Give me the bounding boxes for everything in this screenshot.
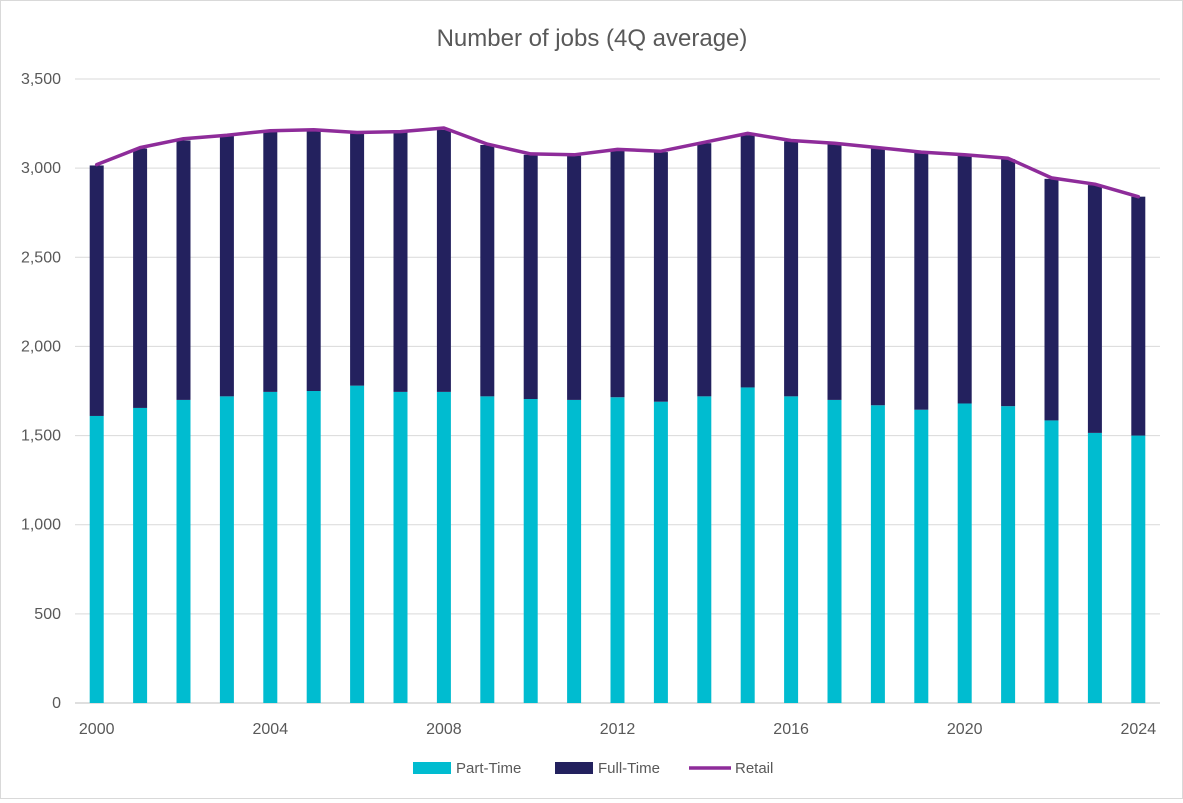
y-tick-label: 1,000 [21,517,61,534]
x-tick-label: 2016 [773,721,809,738]
bar-full-time-2002 [176,140,191,400]
legend: Part-Time Full-Time Retail [413,760,773,777]
legend-swatch [555,762,593,774]
y-tick-label: 2,500 [21,249,61,266]
y-tick-label: 1,500 [21,428,61,445]
bar-part-time-2014 [697,396,712,703]
bar-part-time-2008 [436,391,451,703]
legend-item-part-time: Part-Time [413,760,521,777]
legend-swatch [413,762,451,774]
bar-part-time-2020 [957,403,972,703]
y-tick-label: 3,500 [21,71,61,88]
chart-title: Number of jobs (4Q average) [437,25,748,52]
legend-label: Retail [735,760,773,777]
bar-full-time-2001 [133,148,148,408]
bar-full-time-2007 [393,132,408,392]
x-tick-label: 2004 [253,721,289,738]
bar-full-time-2008 [436,129,451,392]
bar-part-time-2015 [740,387,755,703]
legend-label: Part-Time [456,760,521,777]
bar-full-time-2012 [610,150,625,398]
y-axis-tick-labels: 0 500 1,000 1,500 2,000 2,500 3,000 3,500 [21,71,61,712]
bar-part-time-2019 [914,409,929,703]
bar-full-time-2010 [523,154,538,400]
bar-part-time-2017 [827,399,842,703]
bar-part-time-2001 [133,407,148,703]
x-tick-label: 2000 [79,721,115,738]
bar-full-time-2021 [1001,159,1016,407]
y-tick-label: 500 [34,606,61,623]
bar-full-time-2011 [567,155,582,400]
bar-part-time-2005 [306,391,321,703]
bar-full-time-2016 [784,141,799,397]
x-axis-tick-labels: 2000 2004 2008 2012 2016 2020 2024 [79,721,1156,738]
y-tick-label: 0 [52,695,61,712]
bar-part-time-2021 [1001,406,1016,703]
bar-full-time-2003 [219,136,234,397]
bar-full-time-2023 [1087,185,1102,433]
bars [89,129,1146,703]
bar-full-time-2000 [89,165,104,416]
bar-full-time-2014 [697,143,712,397]
x-tick-label: 2024 [1121,721,1157,738]
y-tick-label: 3,000 [21,160,61,177]
bar-full-time-2009 [480,144,495,397]
legend-label: Full-Time [598,760,660,777]
bar-full-time-2015 [740,135,755,388]
x-tick-label: 2012 [600,721,636,738]
bar-full-time-2024 [1131,196,1146,436]
bar-full-time-2013 [653,152,668,402]
x-tick-label: 2020 [947,721,983,738]
y-tick-label: 2,000 [21,338,61,355]
bar-full-time-2018 [870,148,885,406]
bar-part-time-2012 [610,397,625,703]
bar-full-time-2022 [1044,178,1059,421]
bar-part-time-2024 [1131,435,1146,703]
bar-part-time-2009 [480,396,495,703]
bar-part-time-2003 [219,396,234,703]
bar-full-time-2017 [827,144,842,400]
bar-full-time-2006 [350,133,365,386]
bar-part-time-2011 [567,399,582,703]
legend-item-retail: Retail [689,760,773,777]
bar-full-time-2004 [263,131,278,392]
retail-line [94,126,1141,199]
bar-part-time-2023 [1087,432,1102,703]
legend-item-full-time: Full-Time [555,760,660,777]
bar-full-time-2019 [914,152,929,410]
bar-part-time-2018 [870,405,885,703]
bar-full-time-2020 [957,155,972,404]
bar-part-time-2007 [393,391,408,703]
bar-part-time-2013 [653,401,668,703]
line-series-retail [94,126,1141,199]
x-tick-label: 2008 [426,721,462,738]
bar-part-time-2006 [350,385,365,703]
bar-part-time-2010 [523,399,538,703]
bar-part-time-2002 [176,399,191,703]
bar-part-time-2022 [1044,420,1059,703]
bar-part-time-2000 [89,415,104,703]
bar-part-time-2016 [784,396,799,703]
bar-part-time-2004 [263,391,278,703]
bar-full-time-2005 [306,130,321,391]
